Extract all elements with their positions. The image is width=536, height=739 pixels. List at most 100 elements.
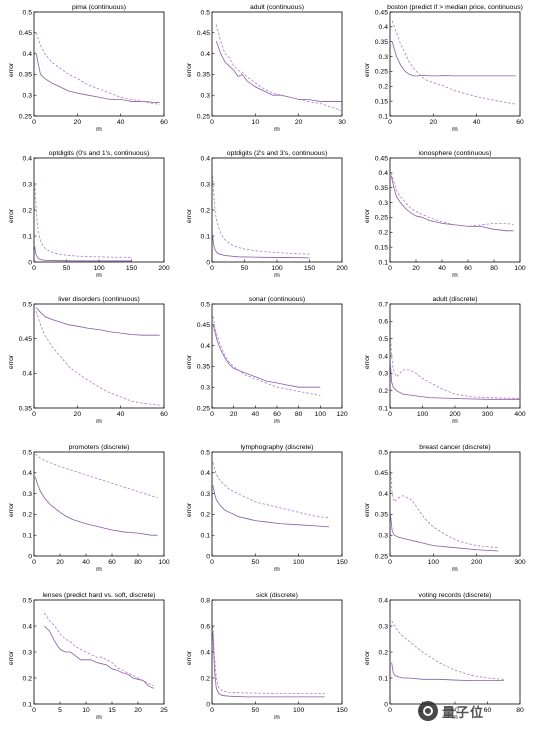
plot-frame <box>33 157 165 263</box>
x-tick-label: 0 <box>32 559 36 566</box>
y-tick-label: 0.35 <box>19 72 32 79</box>
y-tick-label: 0.35 <box>375 512 388 519</box>
x-tick-label: 0 <box>210 411 214 418</box>
y-tick-label: 0.4 <box>201 155 211 162</box>
y-axis-label: error <box>364 502 371 517</box>
x-tick-label: 20 <box>295 119 303 126</box>
chart-svg: promoters (discrete) 0 20 40 60 80 100 0 0.1 0.2 0… <box>8 444 170 573</box>
chart-svg: ionosphere (continuous) 0 20 40 60 80 100 0.1 0.… <box>364 150 526 279</box>
y-tick-label: 0.1 <box>379 675 389 682</box>
chart-panel: optdigits (2's and 3's, continuous) 0 50 10… <box>178 146 356 297</box>
series-line-dashed <box>390 468 499 549</box>
x-tick-label: 150 <box>304 265 316 272</box>
chart-title: boston (predict if > median price, conti… <box>387 4 523 11</box>
chart-svg: voting records (discrete)02040608000.10.… <box>364 592 524 721</box>
series-line-solid <box>391 662 504 681</box>
y-tick-label: 0.2 <box>23 675 33 682</box>
y-tick-label: 0.4 <box>201 470 211 477</box>
series-line-solid <box>35 307 160 336</box>
y-tick-label: 0.6 <box>379 319 389 326</box>
series-line-solid <box>34 476 158 536</box>
y-axis-label: error <box>186 650 193 665</box>
series-line-solid <box>34 246 132 262</box>
y-tick-label: 0.5 <box>379 336 389 343</box>
chart-title: optdigits (2's and 3's, continuous) <box>227 150 327 157</box>
x-axis-label: m <box>274 566 280 573</box>
y-tick-label: 0.5 <box>201 9 211 16</box>
chart-panel: sick (discrete) 0 50 100 150 0 0.2 0.4 0.6 0.8 m er… <box>178 588 356 739</box>
y-tick-label: 0.5 <box>201 449 211 456</box>
chart-panel: adult (discrete) 0 100 200 300 400 0.1 0.2 0.3 0.… <box>356 292 534 443</box>
x-tick-label: 100 <box>293 559 305 566</box>
x-axis-label: m <box>452 566 458 573</box>
y-axis-label: error <box>8 62 15 77</box>
chart-svg: sonar (continuous) 0 20 40 60 80 100 120 0.25 0.3… <box>186 296 348 425</box>
wechat-logo-icon <box>418 701 438 721</box>
x-tick-label: 50 <box>252 707 260 714</box>
x-tick-label: 60 <box>516 119 524 126</box>
x-tick-label: 0 <box>32 119 36 126</box>
y-tick-label: 0.2 <box>379 84 389 91</box>
x-tick-label: 15 <box>108 707 116 714</box>
y-tick-label: 0.3 <box>379 533 389 540</box>
x-tick-label: 30 <box>338 119 346 126</box>
x-tick-label: 200 <box>449 411 461 418</box>
x-tick-label: 80 <box>134 559 142 566</box>
x-tick-label: 100 <box>293 707 305 714</box>
y-tick-label: 0.5 <box>379 449 389 456</box>
x-tick-label: 0 <box>210 265 214 272</box>
y-tick-label: 0 <box>206 701 210 708</box>
x-axis-label: m <box>452 272 458 279</box>
y-tick-label: 0.4 <box>201 51 211 58</box>
y-axis-label: error <box>8 354 15 369</box>
x-tick-label: 100 <box>428 559 440 566</box>
series-line-dashed <box>212 625 325 694</box>
chart-panel: promoters (discrete) 0 20 40 60 80 100 0 0.1 0.2 0… <box>0 440 178 591</box>
chart-title: lenses (predict hard vs. soft, discrete) <box>43 592 156 599</box>
x-axis-label: m <box>96 272 102 279</box>
series-line-solid <box>390 514 499 552</box>
x-tick-label: 300 <box>482 411 494 418</box>
y-tick-label: 0.3 <box>23 93 33 100</box>
chart-panel: breast cancer (discrete) 0 100 200 300 0.25 0.… <box>356 440 534 591</box>
series-line-dashed <box>390 172 514 227</box>
x-tick-label: 10 <box>252 119 260 126</box>
x-axis-label: m <box>452 126 458 133</box>
x-axis-label: m <box>274 418 280 425</box>
y-tick-label: 0 <box>384 701 388 708</box>
chart-panel: lenses (predict hard vs. soft, discrete)… <box>0 588 178 739</box>
y-tick-label: 0.1 <box>379 259 389 266</box>
x-tick-label: 20 <box>430 119 438 126</box>
x-tick-label: 0 <box>32 265 36 272</box>
x-tick-label: 150 <box>336 559 348 566</box>
series-line-dashed <box>212 316 321 396</box>
series-line-dashed <box>212 462 330 518</box>
y-tick-label: 0.1 <box>23 701 33 708</box>
y-axis-label: error <box>186 502 193 517</box>
plot-frame <box>33 11 165 117</box>
chart-svg: boston (predict if > median price, conti… <box>364 4 524 133</box>
chart-title: voting records (discrete) <box>419 592 492 599</box>
x-tick-label: 40 <box>82 559 90 566</box>
y-tick-label: 0.1 <box>201 233 211 240</box>
x-tick-label: 0 <box>388 559 392 566</box>
x-tick-label: 120 <box>336 411 348 418</box>
x-tick-label: 300 <box>514 559 526 566</box>
x-tick-label: 80 <box>516 707 524 714</box>
plot-frame <box>211 599 343 705</box>
y-tick-label: 0.8 <box>201 597 211 604</box>
plot-frame <box>211 11 343 117</box>
y-tick-label: 0.45 <box>375 155 388 162</box>
plot-frame <box>389 451 521 557</box>
y-tick-label: 0.45 <box>19 336 32 343</box>
x-tick-label: 0 <box>32 411 36 418</box>
series-line-dashed <box>35 453 158 499</box>
chart-panel: ionosphere (continuous) 0 20 40 60 80 100 0.1 0.… <box>356 146 534 297</box>
x-tick-label: 60 <box>108 559 116 566</box>
x-axis-label: m <box>274 272 280 279</box>
chart-title: promoters (discrete) <box>69 444 130 451</box>
x-tick-label: 0 <box>210 119 214 126</box>
chart-panel: boston (predict if > median price, conti… <box>356 0 534 151</box>
y-tick-label: 0.25 <box>375 69 388 76</box>
